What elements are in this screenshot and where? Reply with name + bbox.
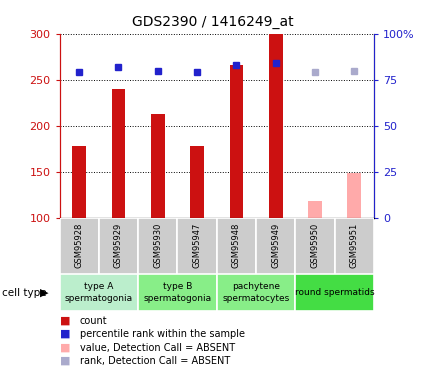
Text: ▶: ▶ (40, 288, 48, 297)
Text: GSM95930: GSM95930 (153, 223, 162, 268)
Text: round spermatids: round spermatids (295, 288, 374, 297)
Bar (295, 217, 335, 274)
Text: cell type: cell type (2, 288, 47, 297)
Bar (138, 274, 217, 311)
Bar (190, 146, 204, 218)
Text: type B
spermatogonia: type B spermatogonia (143, 282, 212, 303)
Bar (138, 217, 178, 274)
Bar (151, 114, 164, 218)
Bar (256, 217, 295, 274)
Text: GSM95948: GSM95948 (232, 223, 241, 268)
Text: percentile rank within the sample: percentile rank within the sample (80, 329, 245, 339)
Bar (230, 65, 243, 218)
Text: GSM95950: GSM95950 (311, 223, 320, 268)
Text: GSM95947: GSM95947 (193, 223, 201, 268)
Text: pachytene
spermatocytes: pachytene spermatocytes (222, 282, 290, 303)
Bar (72, 146, 86, 218)
Bar (335, 217, 374, 274)
Bar (269, 34, 283, 218)
Bar (308, 201, 322, 217)
Text: GDS2390 / 1416249_at: GDS2390 / 1416249_at (132, 15, 293, 29)
Bar (217, 217, 256, 274)
Bar (112, 89, 125, 218)
Bar (348, 173, 361, 217)
Text: ■: ■ (60, 343, 70, 352)
Bar (178, 217, 217, 274)
Text: rank, Detection Call = ABSENT: rank, Detection Call = ABSENT (80, 356, 230, 366)
Bar (295, 274, 374, 311)
Text: GSM95928: GSM95928 (75, 223, 84, 268)
Text: type A
spermatogonia: type A spermatogonia (65, 282, 133, 303)
Bar (217, 274, 295, 311)
Text: GSM95949: GSM95949 (271, 223, 280, 268)
Text: ■: ■ (60, 329, 70, 339)
Bar (60, 217, 99, 274)
Text: GSM95929: GSM95929 (114, 223, 123, 268)
Text: value, Detection Call = ABSENT: value, Detection Call = ABSENT (80, 343, 235, 352)
Bar (60, 274, 138, 311)
Text: ■: ■ (60, 316, 70, 326)
Text: GSM95951: GSM95951 (350, 223, 359, 268)
Text: ■: ■ (60, 356, 70, 366)
Bar (99, 217, 138, 274)
Text: count: count (80, 316, 108, 326)
